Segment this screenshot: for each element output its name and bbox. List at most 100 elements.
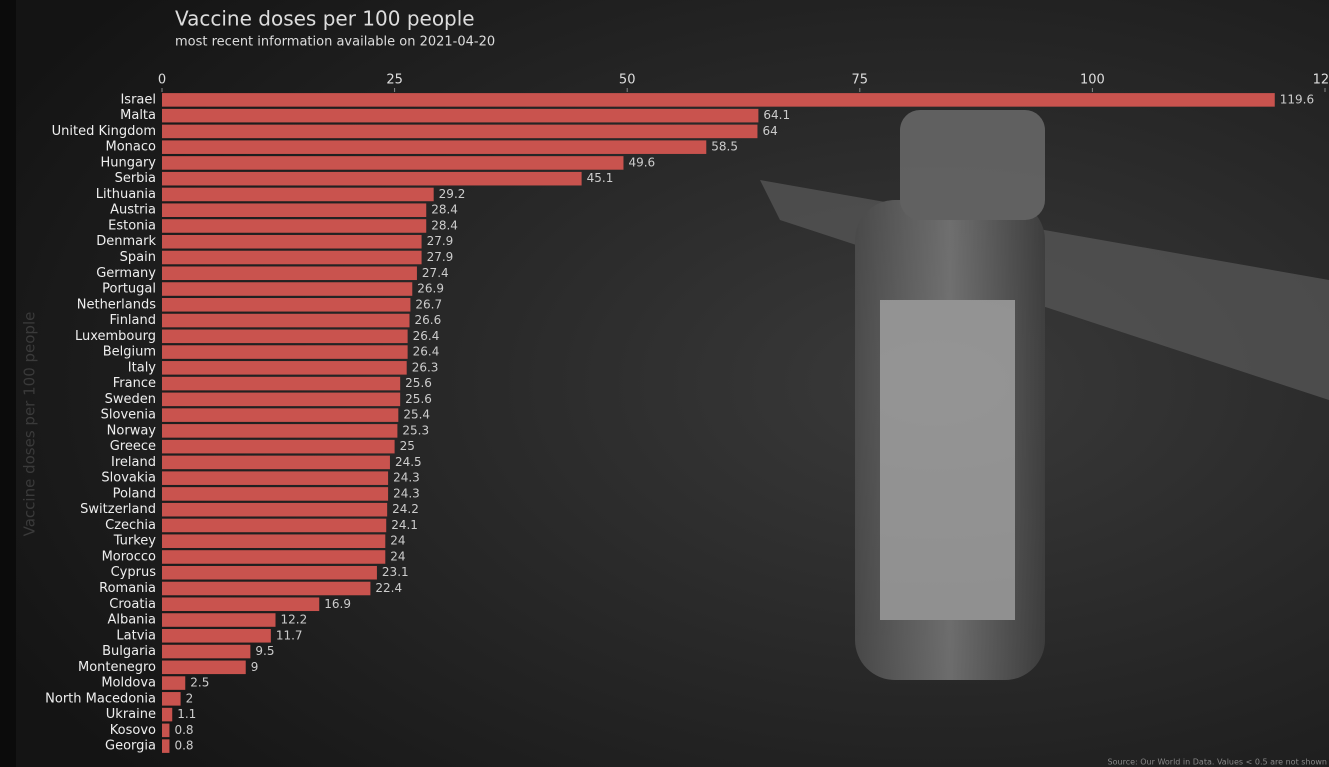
- value-label: 2.5: [190, 676, 209, 690]
- bar: [162, 234, 422, 249]
- bar: [162, 739, 170, 753]
- value-label: 28.4: [431, 203, 458, 217]
- y-tick-label: Moldova: [101, 676, 156, 691]
- bar: [162, 550, 386, 564]
- y-tick-label: Denmark: [96, 234, 156, 249]
- y-tick-label: Serbia: [115, 171, 156, 186]
- y-tick-label: Netherlands: [77, 297, 156, 312]
- y-tick-label: Turkey: [113, 534, 157, 549]
- value-label: 26.3: [412, 360, 439, 374]
- y-axis-label: Vaccine doses per 100 people: [21, 312, 39, 537]
- value-label: 64: [762, 124, 777, 138]
- y-tick-label: Switzerland: [80, 502, 156, 517]
- bar: [162, 93, 1275, 107]
- y-tick-label: France: [113, 376, 156, 391]
- value-label: 27.4: [422, 266, 449, 280]
- source-note: Source: Our World in Data. Values < 0.5 …: [1108, 758, 1327, 767]
- y-tick-label: Hungary: [100, 155, 156, 170]
- bar: [162, 439, 395, 454]
- y-tick-label: Romania: [99, 581, 156, 596]
- value-label: 2: [186, 691, 194, 705]
- y-tick-label: Cyprus: [111, 565, 157, 580]
- bar: [162, 313, 410, 328]
- y-tick-label: Ireland: [111, 455, 156, 470]
- bar: [162, 329, 408, 344]
- y-tick-label: North Macedonia: [45, 691, 156, 706]
- y-tick-label: Spain: [120, 250, 156, 265]
- value-label: 9.5: [255, 644, 274, 658]
- bar: [162, 707, 173, 722]
- bar: [162, 534, 386, 548]
- bar: [162, 502, 388, 517]
- value-label: 24: [390, 534, 405, 548]
- x-tick-label: 50: [619, 73, 636, 88]
- value-label: 25: [400, 439, 415, 453]
- value-label: 24.1: [391, 518, 418, 532]
- y-tick-label: Malta: [120, 108, 156, 123]
- bar: [162, 518, 387, 533]
- vial-label: [880, 300, 1015, 620]
- y-tick-label: Slovakia: [101, 471, 156, 486]
- value-label: 26.9: [417, 282, 444, 296]
- x-tick-label: 100: [1080, 73, 1105, 88]
- y-tick-label: Latvia: [116, 628, 156, 643]
- value-label: 24.3: [393, 471, 420, 485]
- bar: [162, 408, 399, 422]
- bar: [162, 723, 170, 738]
- bar: [162, 424, 398, 438]
- bar: [162, 140, 707, 154]
- chart-title: Vaccine doses per 100 people: [175, 7, 475, 31]
- value-label: 24: [390, 549, 405, 563]
- value-label: 27.9: [427, 234, 454, 248]
- value-label: 25.6: [405, 392, 432, 406]
- value-label: 24.5: [395, 455, 422, 469]
- value-label: 24.3: [393, 486, 420, 500]
- value-label: 25.4: [403, 408, 430, 422]
- value-label: 24.2: [392, 502, 419, 516]
- y-tick-label: Croatia: [109, 597, 156, 612]
- background-photo: [760, 110, 1329, 680]
- bar: [162, 376, 401, 391]
- x-tick-label: 25: [386, 73, 403, 88]
- bar: [162, 298, 411, 312]
- y-tick-label: Luxembourg: [75, 329, 156, 344]
- bar: [162, 187, 434, 202]
- x-tick-label: 125: [1313, 73, 1329, 88]
- value-label: 26.4: [413, 329, 440, 343]
- bar: [162, 644, 251, 659]
- x-tick-label: 0: [158, 73, 166, 88]
- y-tick-label: Norway: [107, 423, 157, 438]
- x-tick-label: 75: [852, 73, 869, 88]
- value-label: 119.6: [1280, 92, 1314, 106]
- value-label: 58.5: [711, 140, 738, 154]
- bar: [162, 219, 427, 233]
- y-tick-label: Austria: [110, 203, 156, 218]
- value-label: 26.4: [413, 345, 440, 359]
- bar: [162, 345, 408, 359]
- value-label: 0.8: [174, 739, 193, 753]
- bar: [162, 282, 413, 296]
- value-label: 45.1: [587, 171, 614, 185]
- y-tick-label: Morocco: [102, 549, 156, 564]
- y-tick-label: Montenegro: [78, 660, 156, 675]
- value-label: 27.9: [427, 250, 454, 264]
- bar: [162, 203, 427, 217]
- bar: [162, 171, 582, 186]
- bar: [162, 629, 271, 643]
- value-label: 49.6: [628, 155, 655, 169]
- y-tick-label: Bulgaria: [102, 644, 156, 659]
- bar: [162, 471, 389, 485]
- value-label: 64.1: [763, 108, 790, 122]
- bar: [162, 361, 407, 375]
- value-label: 29.2: [439, 187, 466, 201]
- value-label: 26.7: [415, 297, 442, 311]
- y-tick-label: Slovenia: [101, 408, 156, 423]
- y-tick-label: Monaco: [106, 140, 157, 155]
- value-label: 25.6: [405, 376, 432, 390]
- bar: [162, 660, 246, 675]
- value-label: 0.8: [174, 723, 193, 737]
- bar: [162, 392, 401, 407]
- y-tick-label: Lithuania: [96, 187, 156, 202]
- bar: [162, 676, 186, 690]
